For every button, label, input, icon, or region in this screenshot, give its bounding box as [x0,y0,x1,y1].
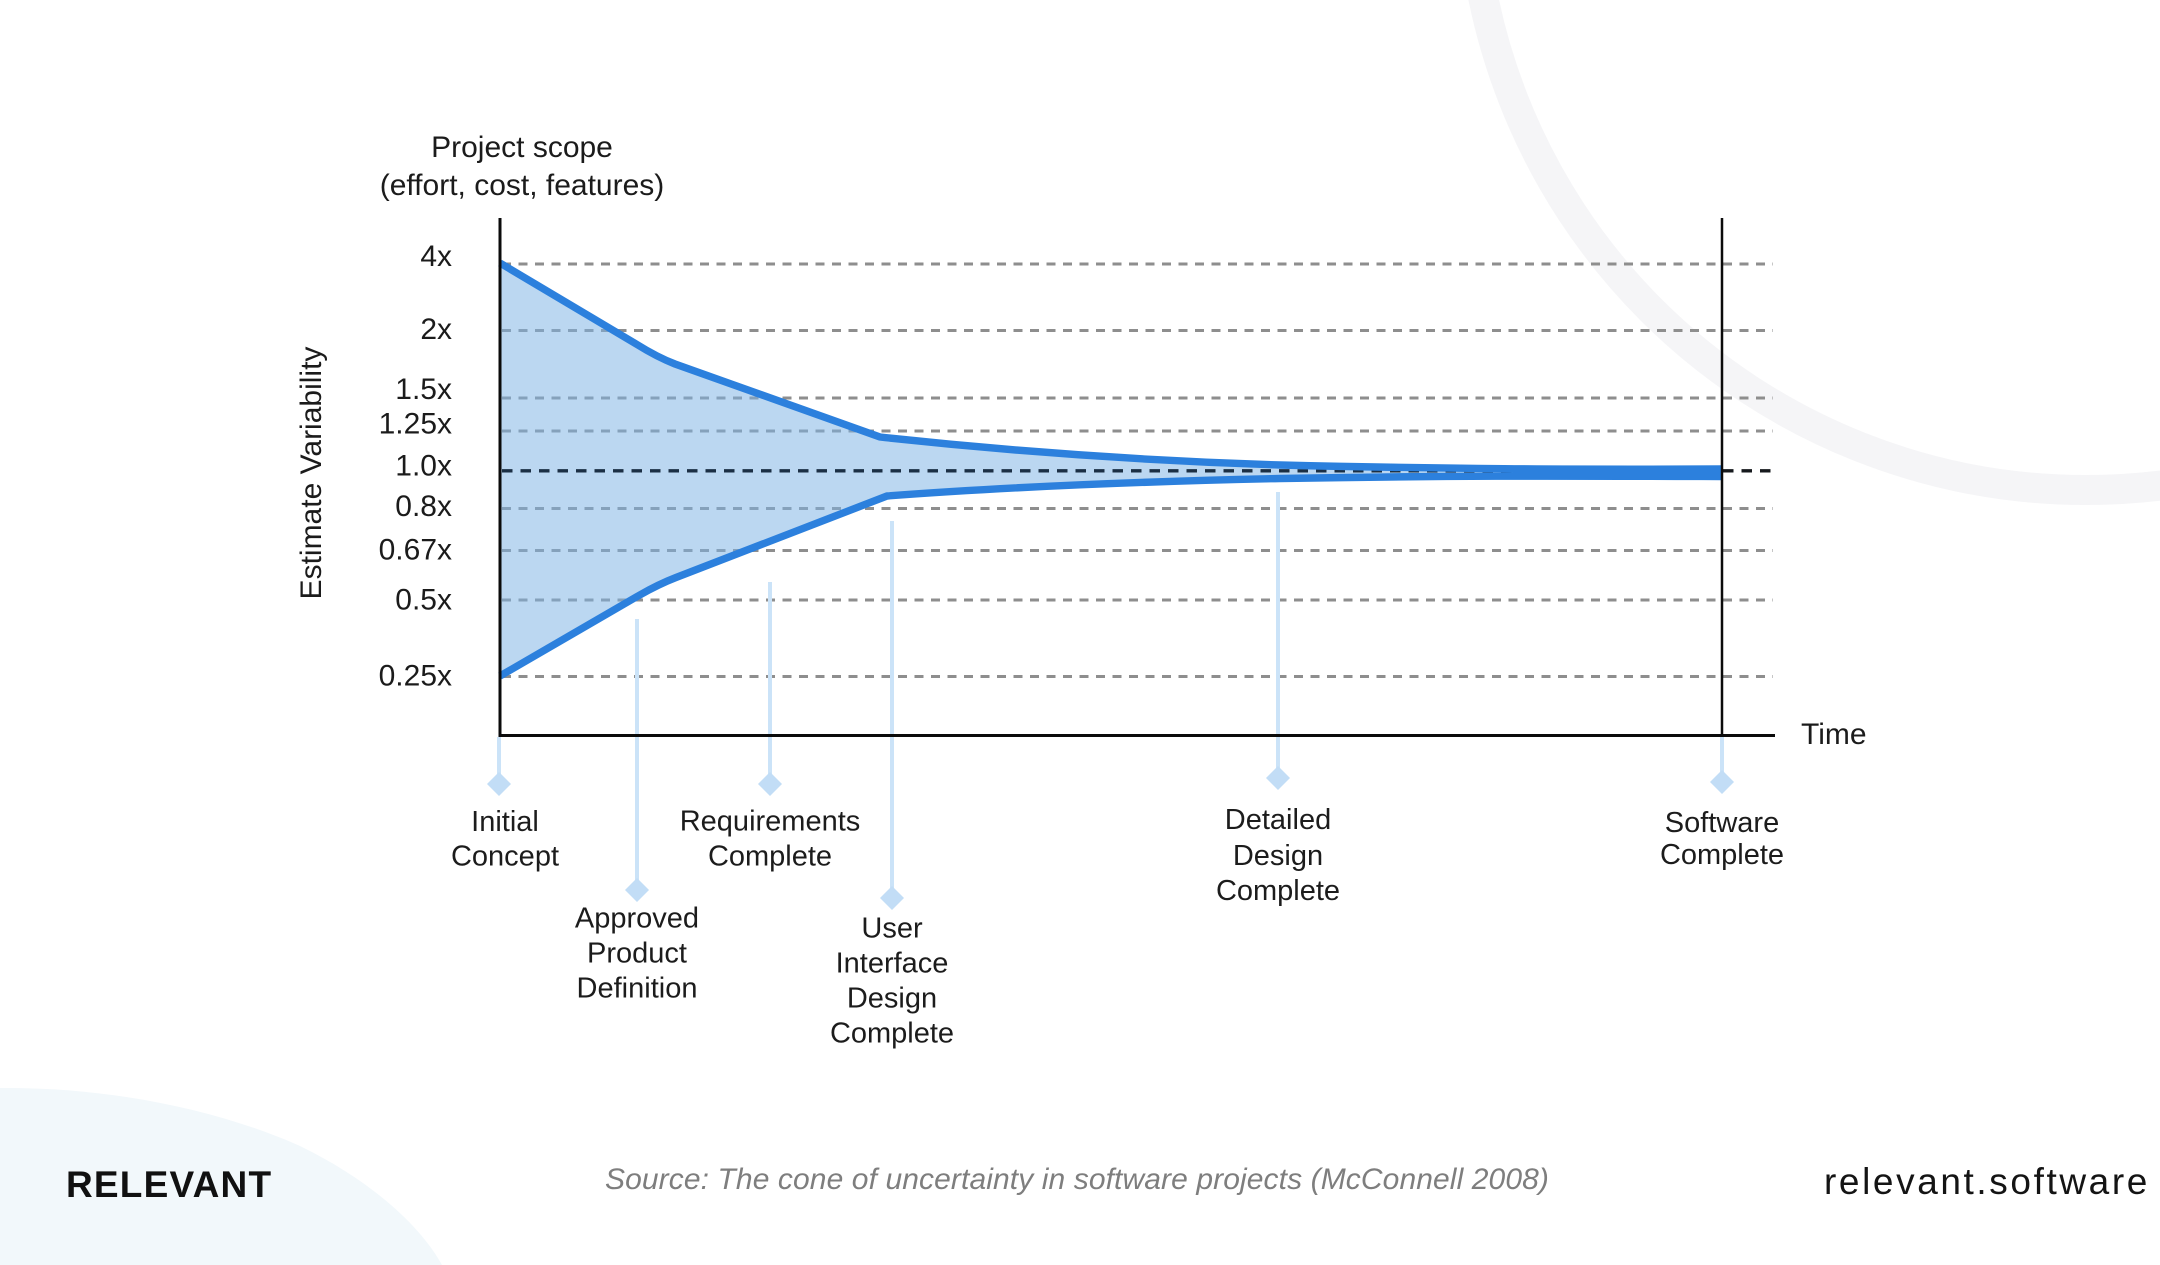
svg-text:Time: Time [1801,718,1867,751]
svg-text:Software: Software [1665,807,1779,839]
svg-text:0.67x: 0.67x [379,534,452,567]
svg-text:Source: The cone of uncertaint: Source: The cone of uncertainty in softw… [605,1163,1549,1196]
svg-text:Initial: Initial [471,806,539,838]
svg-text:0.8x: 0.8x [395,490,452,523]
svg-text:Design: Design [1233,840,1323,872]
svg-text:Product: Product [587,938,687,970]
svg-text:1.25x: 1.25x [379,408,452,441]
svg-text:Estimate Variability: Estimate Variability [295,347,328,600]
svg-text:Design: Design [847,983,937,1015]
svg-text:4x: 4x [420,240,452,273]
svg-text:Detailed: Detailed [1225,804,1331,836]
svg-text:Requirements: Requirements [680,806,861,838]
svg-text:0.25x: 0.25x [379,660,452,693]
svg-text:Concept: Concept [451,841,559,873]
svg-text:Project scope: Project scope [431,131,613,164]
svg-text:Complete: Complete [830,1018,954,1050]
svg-text:RELEVANT: RELEVANT [66,1164,272,1205]
svg-text:(effort, cost, features): (effort, cost, features) [380,169,665,202]
svg-text:2x: 2x [420,313,452,346]
svg-text:0.5x: 0.5x [395,584,452,617]
svg-text:Complete: Complete [708,841,832,873]
svg-text:Definition: Definition [577,973,698,1005]
svg-text:Approved: Approved [575,903,699,935]
svg-text:1.0x: 1.0x [395,450,452,483]
svg-text:1.5x: 1.5x [395,373,452,406]
svg-text:User: User [861,913,923,945]
svg-text:Complete: Complete [1660,839,1784,871]
svg-text:Complete: Complete [1216,875,1340,907]
svg-text:relevant.software: relevant.software [1824,1161,2150,1202]
svg-text:Interface: Interface [836,948,949,980]
